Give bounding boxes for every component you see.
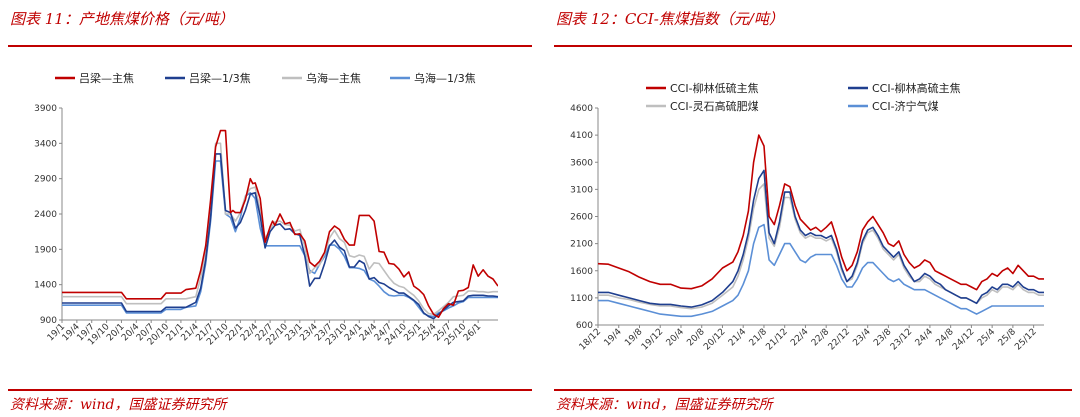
legend-label: 吕梁—主焦 xyxy=(79,71,134,85)
y-tick-label: 600 xyxy=(576,321,593,331)
legend-label: CCI-柳林高硫主焦 xyxy=(872,81,961,95)
y-tick-label: 3600 xyxy=(570,158,593,168)
y-tick-label: 3100 xyxy=(570,185,593,195)
x-tick-label: 26/1 xyxy=(462,322,483,343)
x-tick-label: 21/12 xyxy=(764,327,789,352)
x-tick-label: 21/4 xyxy=(727,327,749,349)
legend-label: CCI-济宁气煤 xyxy=(872,99,939,113)
legend-label: CCI-柳林低硫主焦 xyxy=(670,81,759,95)
series-line xyxy=(62,142,498,316)
y-tick-label: 3900 xyxy=(34,104,57,114)
series-line xyxy=(598,169,1044,308)
x-tick-label: 20/4 xyxy=(665,327,687,349)
legend-label: 乌海—主焦 xyxy=(306,71,361,85)
legend-label: 吕梁—1/3焦 xyxy=(189,71,251,85)
y-tick-label: 1900 xyxy=(34,245,57,255)
y-tick-label: 1100 xyxy=(570,294,593,304)
y-tick-label: 3400 xyxy=(34,139,57,149)
series-line xyxy=(598,183,1044,310)
legend-label: 乌海—1/3焦 xyxy=(414,71,476,85)
legend-label: CCI-灵石高硫肥煤 xyxy=(670,99,759,113)
chart-panel-right: 图表 12：CCI-焦煤指数（元/吨） 600 1100 1600 2100 2600 3… xyxy=(546,0,1080,417)
figure-title: 图表 12：CCI-焦煤指数（元/吨） xyxy=(556,10,784,28)
line-chart-left: 90014001900240029003400390019/119/419/71… xyxy=(34,71,498,347)
y-tick-label: 2900 xyxy=(34,175,57,185)
footer-rule xyxy=(8,389,532,391)
footer-rule xyxy=(554,389,1072,391)
x-tick-label: 23/12 xyxy=(889,327,914,352)
source-note: 资料来源：wind，国盛证券研究所 xyxy=(556,397,773,413)
x-tick-label: 19/12 xyxy=(640,327,665,352)
title-rule xyxy=(554,45,1072,47)
source-note: 资料来源：wind，国盛证券研究所 xyxy=(10,397,227,413)
series-line xyxy=(598,134,1044,291)
y-tick-label: 900 xyxy=(40,316,57,326)
series-line xyxy=(62,153,498,320)
y-tick-label: 1600 xyxy=(570,267,593,277)
x-tick-label: 25/12 xyxy=(1013,327,1038,352)
x-tick-label: 24/4 xyxy=(914,327,936,349)
x-tick-label: 22/4 xyxy=(789,327,811,349)
y-tick-label: 4100 xyxy=(570,131,593,141)
chart-panel-left: 图表 11：产地焦煤价格（元/吨） 900 1400 1900 2400 2900 340… xyxy=(8,10,532,413)
series-line xyxy=(62,160,498,318)
x-tick-label: 19/4 xyxy=(602,327,624,349)
title-rule xyxy=(8,45,532,47)
y-tick-label: 2400 xyxy=(34,210,57,220)
y-tick-label: 1400 xyxy=(34,281,57,291)
series-line xyxy=(598,223,1044,318)
x-tick-label: 24/12 xyxy=(951,327,976,352)
figure-title: 图表 11：产地焦煤价格（元/吨） xyxy=(10,10,234,28)
series-line xyxy=(62,129,498,319)
y-tick-label: 2600 xyxy=(570,213,593,223)
x-tick-label: 23/4 xyxy=(851,327,873,349)
x-tick-label: 22/12 xyxy=(827,327,852,352)
y-tick-label: 2100 xyxy=(570,240,593,250)
x-tick-label: 20/12 xyxy=(702,327,727,352)
x-tick-label: 25/4 xyxy=(976,327,998,349)
y-tick-label: 4600 xyxy=(570,104,593,114)
line-chart-right: 6001100160021002600310036004100460018/12… xyxy=(570,81,1044,352)
